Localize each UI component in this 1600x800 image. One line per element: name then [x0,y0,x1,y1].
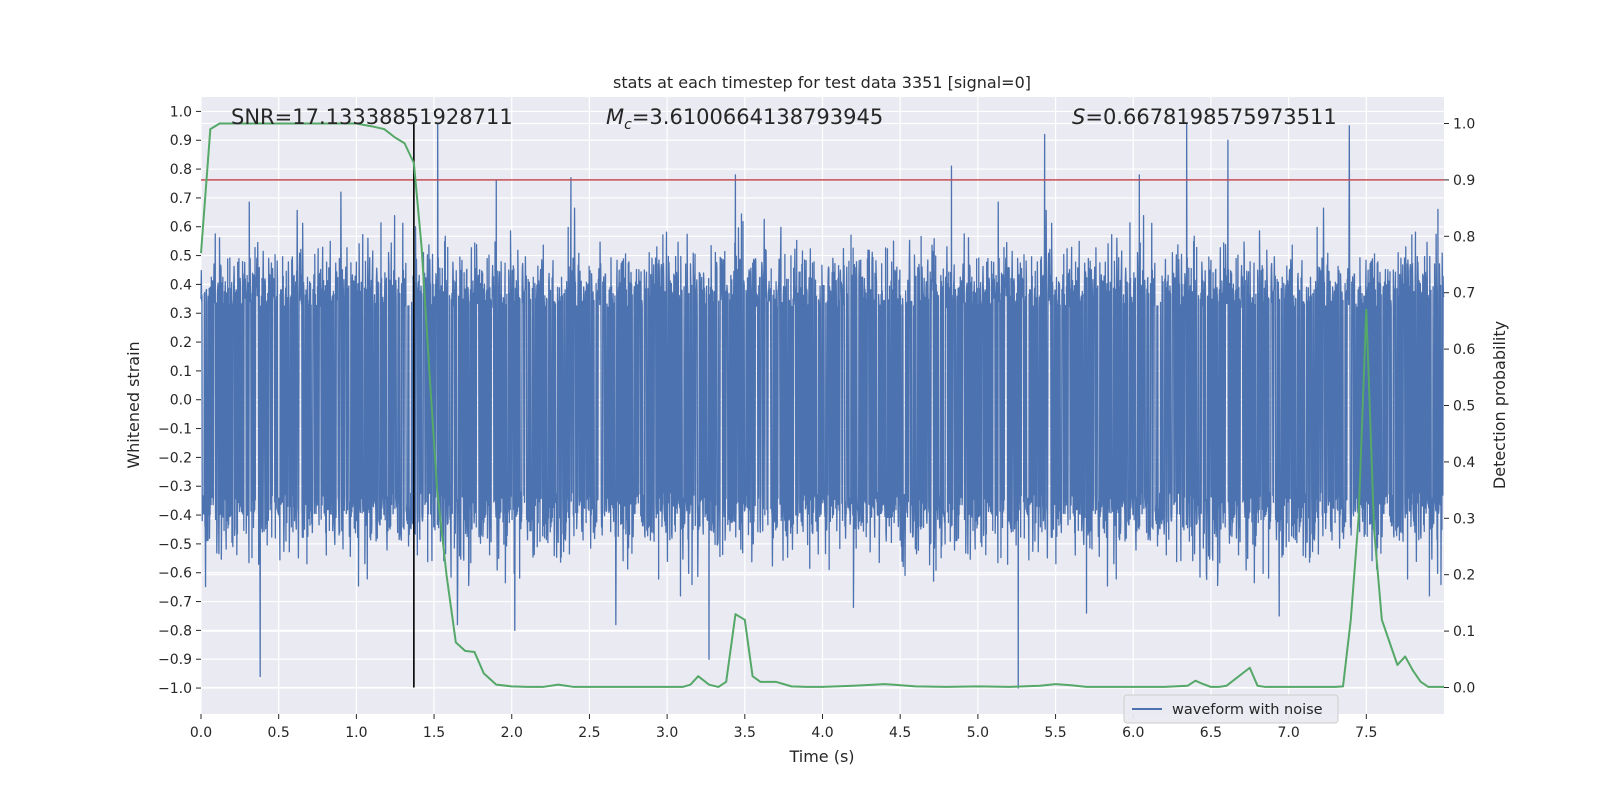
x-tick-label: 0.5 [268,725,290,741]
x-tick-label: 1.0 [345,725,367,741]
y-left-tick-label: 0.7 [170,191,192,207]
y-right-tick-label: 0.4 [1453,455,1475,471]
y-right-tick-label: 0.0 [1453,680,1475,696]
legend: waveform with noise [1123,694,1339,724]
x-tick-label: 7.0 [1277,725,1299,741]
x-axis-ticks: 0.0 0.5 1.0 1.5 2.0 2.5 3.0 3.5 4.0 4.5 5.0 5.5 6.0 6… [190,714,1377,741]
spin-value: =0.6678198575973511 [1085,105,1336,129]
y-left-tick-label: −0.9 [158,652,192,668]
chirp-mass-annotation: Mc=3.6100664138793945 [606,105,883,133]
y-left-tick-label: 0.8 [170,162,192,178]
y-left-tick-label: 0.1 [170,364,192,380]
probability-line [200,122,1444,688]
y-left-tick-label: 0.2 [170,335,192,351]
overlay-lines [200,122,1444,688]
y-left-tick-label: 0.4 [170,277,192,293]
x-tick-label: 0.0 [190,725,212,741]
y-left-tick-label: 1.0 [170,104,192,120]
y-right-axis-label: Detection probability [1490,321,1509,489]
x-tick-label: 5.5 [1044,725,1066,741]
x-axis-label: Time (s) [788,747,854,766]
y-left-axis-ticks: 1.0 0.9 0.8 0.7 0.6 0.5 0.4 0.3 0.2 0.1 0.0 −0.1 −0.… [158,104,201,697]
snr-annotation: SNR=17.13338851928711 [231,105,513,129]
y-left-tick-label: −0.7 [158,595,192,611]
legend-entry: waveform with noise [1172,702,1323,718]
y-right-tick-label: 0.6 [1453,342,1475,358]
x-tick-label: 6.5 [1200,725,1222,741]
y-right-tick-label: 0.1 [1453,624,1475,640]
y-left-tick-label: −0.1 [158,422,192,438]
y-left-tick-label: 0.5 [170,249,192,265]
y-right-tick-label: 0.9 [1453,173,1475,189]
y-left-tick-label: −0.5 [158,537,192,553]
x-tick-label: 7.5 [1355,725,1377,741]
y-right-tick-label: 0.2 [1453,568,1475,584]
y-left-tick-label: 0.0 [170,393,192,409]
chirp-mass-value: =3.6100664138793945 [632,105,883,129]
spin-symbol: S [1072,105,1085,129]
y-right-tick-label: 0.3 [1453,511,1475,527]
y-left-tick-label: 0.6 [170,220,192,236]
y-left-tick-label: 0.3 [170,306,192,322]
y-left-tick-label: −0.4 [158,508,192,524]
x-tick-label: 5.0 [967,725,989,741]
x-tick-label: 1.5 [423,725,445,741]
chirp-mass-symbol: M [606,105,624,129]
y-left-tick-label: 0.9 [170,133,192,149]
x-tick-label: 2.5 [578,725,600,741]
y-right-tick-label: 1.0 [1453,117,1475,133]
y-left-tick-label: −0.6 [158,566,192,582]
y-right-tick-label: 0.8 [1453,229,1475,245]
y-left-tick-label: −0.3 [158,479,192,495]
x-tick-label: 3.0 [656,725,678,741]
y-right-tick-label: 0.7 [1453,286,1475,302]
x-tick-label: 3.5 [734,725,756,741]
chirp-mass-subscript: c [624,117,632,133]
x-tick-label: 4.0 [811,725,833,741]
y-right-axis-ticks: 1.0 0.9 0.8 0.7 0.6 0.5 0.4 0.3 0.2 0.1 0.0 [1444,117,1475,696]
y-left-tick-label: −0.8 [158,623,192,639]
y-left-tick-label: −1.0 [158,681,192,697]
y-left-tick-label: −0.2 [158,450,192,466]
waveform-series [200,123,1445,689]
spin-annotation: S=0.6678198575973511 [1072,105,1337,129]
x-tick-label: 6.0 [1122,725,1144,741]
chart-title: stats at each timestep for test data 335… [613,73,1031,92]
waveform-line [200,123,1445,689]
y-right-tick-label: 0.5 [1453,399,1475,415]
x-tick-label: 2.0 [501,725,523,741]
y-left-axis-label: Whitened strain [124,341,143,468]
legend-box [1123,694,1339,724]
x-tick-label: 4.5 [889,725,911,741]
